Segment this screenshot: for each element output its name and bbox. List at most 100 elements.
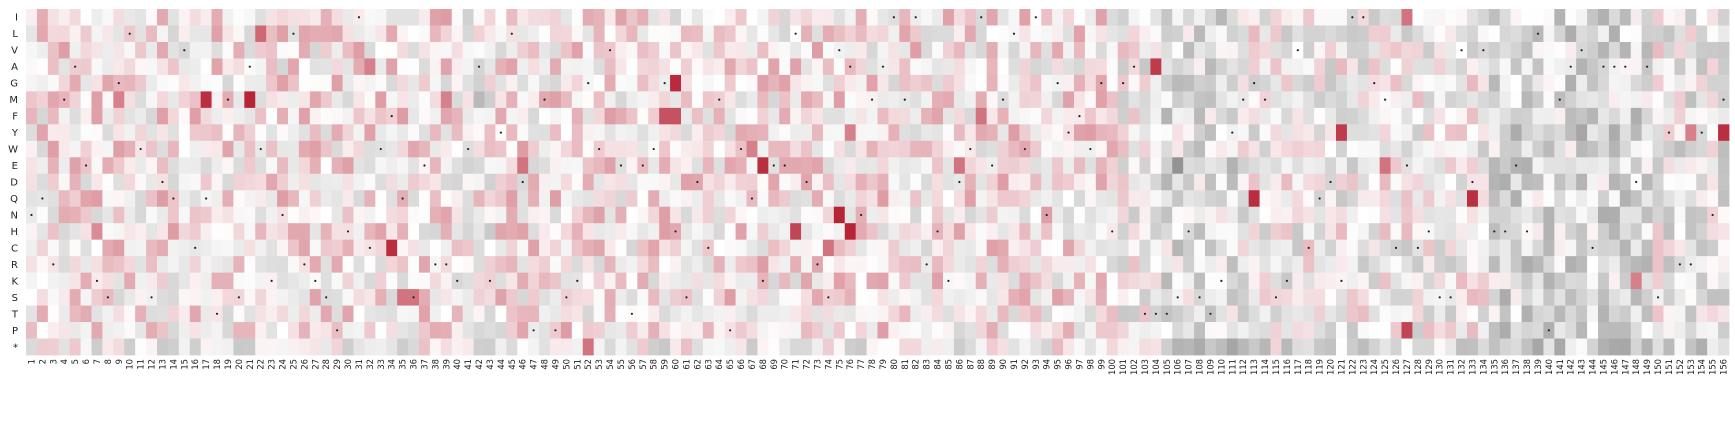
heatmap-cell — [124, 305, 136, 323]
heatmap-cell — [1401, 58, 1413, 76]
heatmap-cell — [1325, 305, 1337, 323]
heatmap-cell — [298, 223, 311, 241]
heatmap-cell — [298, 305, 311, 323]
heatmap-cell — [812, 305, 824, 323]
heatmap-cell — [277, 9, 289, 26]
heatmap-cell — [211, 322, 223, 339]
heatmap-cell — [1696, 322, 1708, 339]
heatmap-cell — [167, 338, 180, 356]
heatmap-cell — [1630, 256, 1643, 274]
heatmap-cell — [1292, 74, 1304, 92]
heatmap-cell — [1270, 338, 1282, 356]
heatmap-cell — [298, 239, 311, 257]
heatmap-cell — [222, 58, 234, 76]
heatmap-cell — [812, 239, 824, 257]
heatmap-cell — [1357, 74, 1370, 92]
heatmap-cell — [1292, 173, 1304, 191]
heatmap-cell — [1303, 289, 1315, 306]
heatmap-cell — [26, 140, 38, 158]
heatmap-cell — [1205, 239, 1217, 257]
heatmap-cell — [462, 173, 474, 191]
heatmap-cell — [1161, 41, 1173, 59]
heatmap-cell — [691, 256, 704, 274]
heatmap-cell — [604, 91, 616, 109]
heatmap-cell — [1521, 322, 1533, 339]
x-tick-label: 61 — [681, 359, 691, 370]
heatmap-cell — [1336, 256, 1348, 274]
heatmap-cell — [1314, 173, 1326, 191]
heatmap-cell — [178, 140, 191, 158]
heatmap-cell — [921, 140, 933, 158]
heatmap-cell — [167, 206, 180, 224]
heatmap-cell — [189, 338, 202, 356]
heatmap-cell — [255, 91, 267, 109]
heatmap-cell — [47, 140, 60, 158]
heatmap-cell — [288, 223, 300, 241]
heatmap-cell — [822, 239, 835, 257]
heatmap-cell — [200, 9, 212, 26]
heatmap-cell — [626, 58, 638, 76]
heatmap-cell — [560, 256, 573, 274]
wildtype-dot — [1263, 98, 1267, 101]
x-tick-label: 114 — [1260, 359, 1270, 375]
heatmap-cell — [670, 239, 682, 257]
x-tick-label: 104 — [1151, 359, 1161, 375]
heatmap-cell — [1434, 223, 1446, 241]
heatmap-cell — [1619, 25, 1632, 43]
heatmap-cell — [1325, 272, 1337, 290]
heatmap-cell — [844, 289, 857, 306]
heatmap-cell — [124, 91, 136, 109]
heatmap-cell — [80, 206, 92, 224]
heatmap-cell — [702, 41, 715, 59]
heatmap-cell — [975, 338, 988, 356]
heatmap-cell — [1008, 157, 1020, 175]
heatmap-cell — [1357, 190, 1370, 208]
x-tick-label: 89 — [987, 359, 997, 370]
heatmap-cell — [1336, 157, 1348, 175]
heatmap-cell — [255, 9, 267, 26]
heatmap-cell — [1477, 124, 1490, 142]
heatmap-cell — [1183, 239, 1195, 257]
heatmap-cell — [451, 223, 464, 241]
heatmap-cell — [953, 322, 966, 339]
heatmap-cell — [833, 305, 846, 323]
heatmap-cell — [255, 289, 267, 306]
heatmap-cell — [1292, 305, 1304, 323]
heatmap-cell — [1336, 305, 1348, 323]
heatmap-cell — [506, 289, 518, 306]
heatmap-cell — [1543, 239, 1555, 257]
heatmap-cell — [451, 140, 464, 158]
heatmap-cell — [560, 9, 573, 26]
heatmap-cell — [1718, 289, 1730, 306]
heatmap-cell — [779, 239, 791, 257]
heatmap-cell — [277, 157, 289, 175]
heatmap-cell — [1346, 206, 1359, 224]
heatmap-cell — [1161, 289, 1173, 306]
heatmap-cell — [681, 25, 693, 43]
heatmap-cell — [1030, 91, 1042, 109]
x-tick-label: 73 — [812, 359, 822, 370]
heatmap-cell — [1150, 223, 1162, 241]
heatmap-cell — [1041, 157, 1053, 175]
heatmap-cell — [1674, 338, 1686, 356]
heatmap-cell — [986, 124, 998, 142]
heatmap-cell — [484, 190, 496, 208]
heatmap-cell — [1619, 91, 1632, 109]
heatmap-cell — [451, 239, 464, 257]
heatmap-cell — [1412, 272, 1424, 290]
heatmap-cell — [342, 272, 354, 290]
heatmap-cell — [69, 107, 81, 125]
heatmap-cell — [1314, 58, 1326, 76]
heatmap-cell — [1630, 305, 1643, 323]
heatmap-cell — [288, 91, 300, 109]
heatmap-cell — [615, 239, 627, 257]
heatmap-cell — [528, 256, 540, 274]
heatmap-cell — [768, 289, 780, 306]
heatmap-cell — [626, 107, 638, 125]
heatmap-cell — [1128, 223, 1140, 241]
heatmap-cell — [986, 25, 998, 43]
heatmap-cell — [1587, 58, 1599, 76]
heatmap-cell — [1619, 107, 1632, 125]
heatmap-cell — [495, 272, 507, 290]
heatmap-cell — [735, 58, 747, 76]
